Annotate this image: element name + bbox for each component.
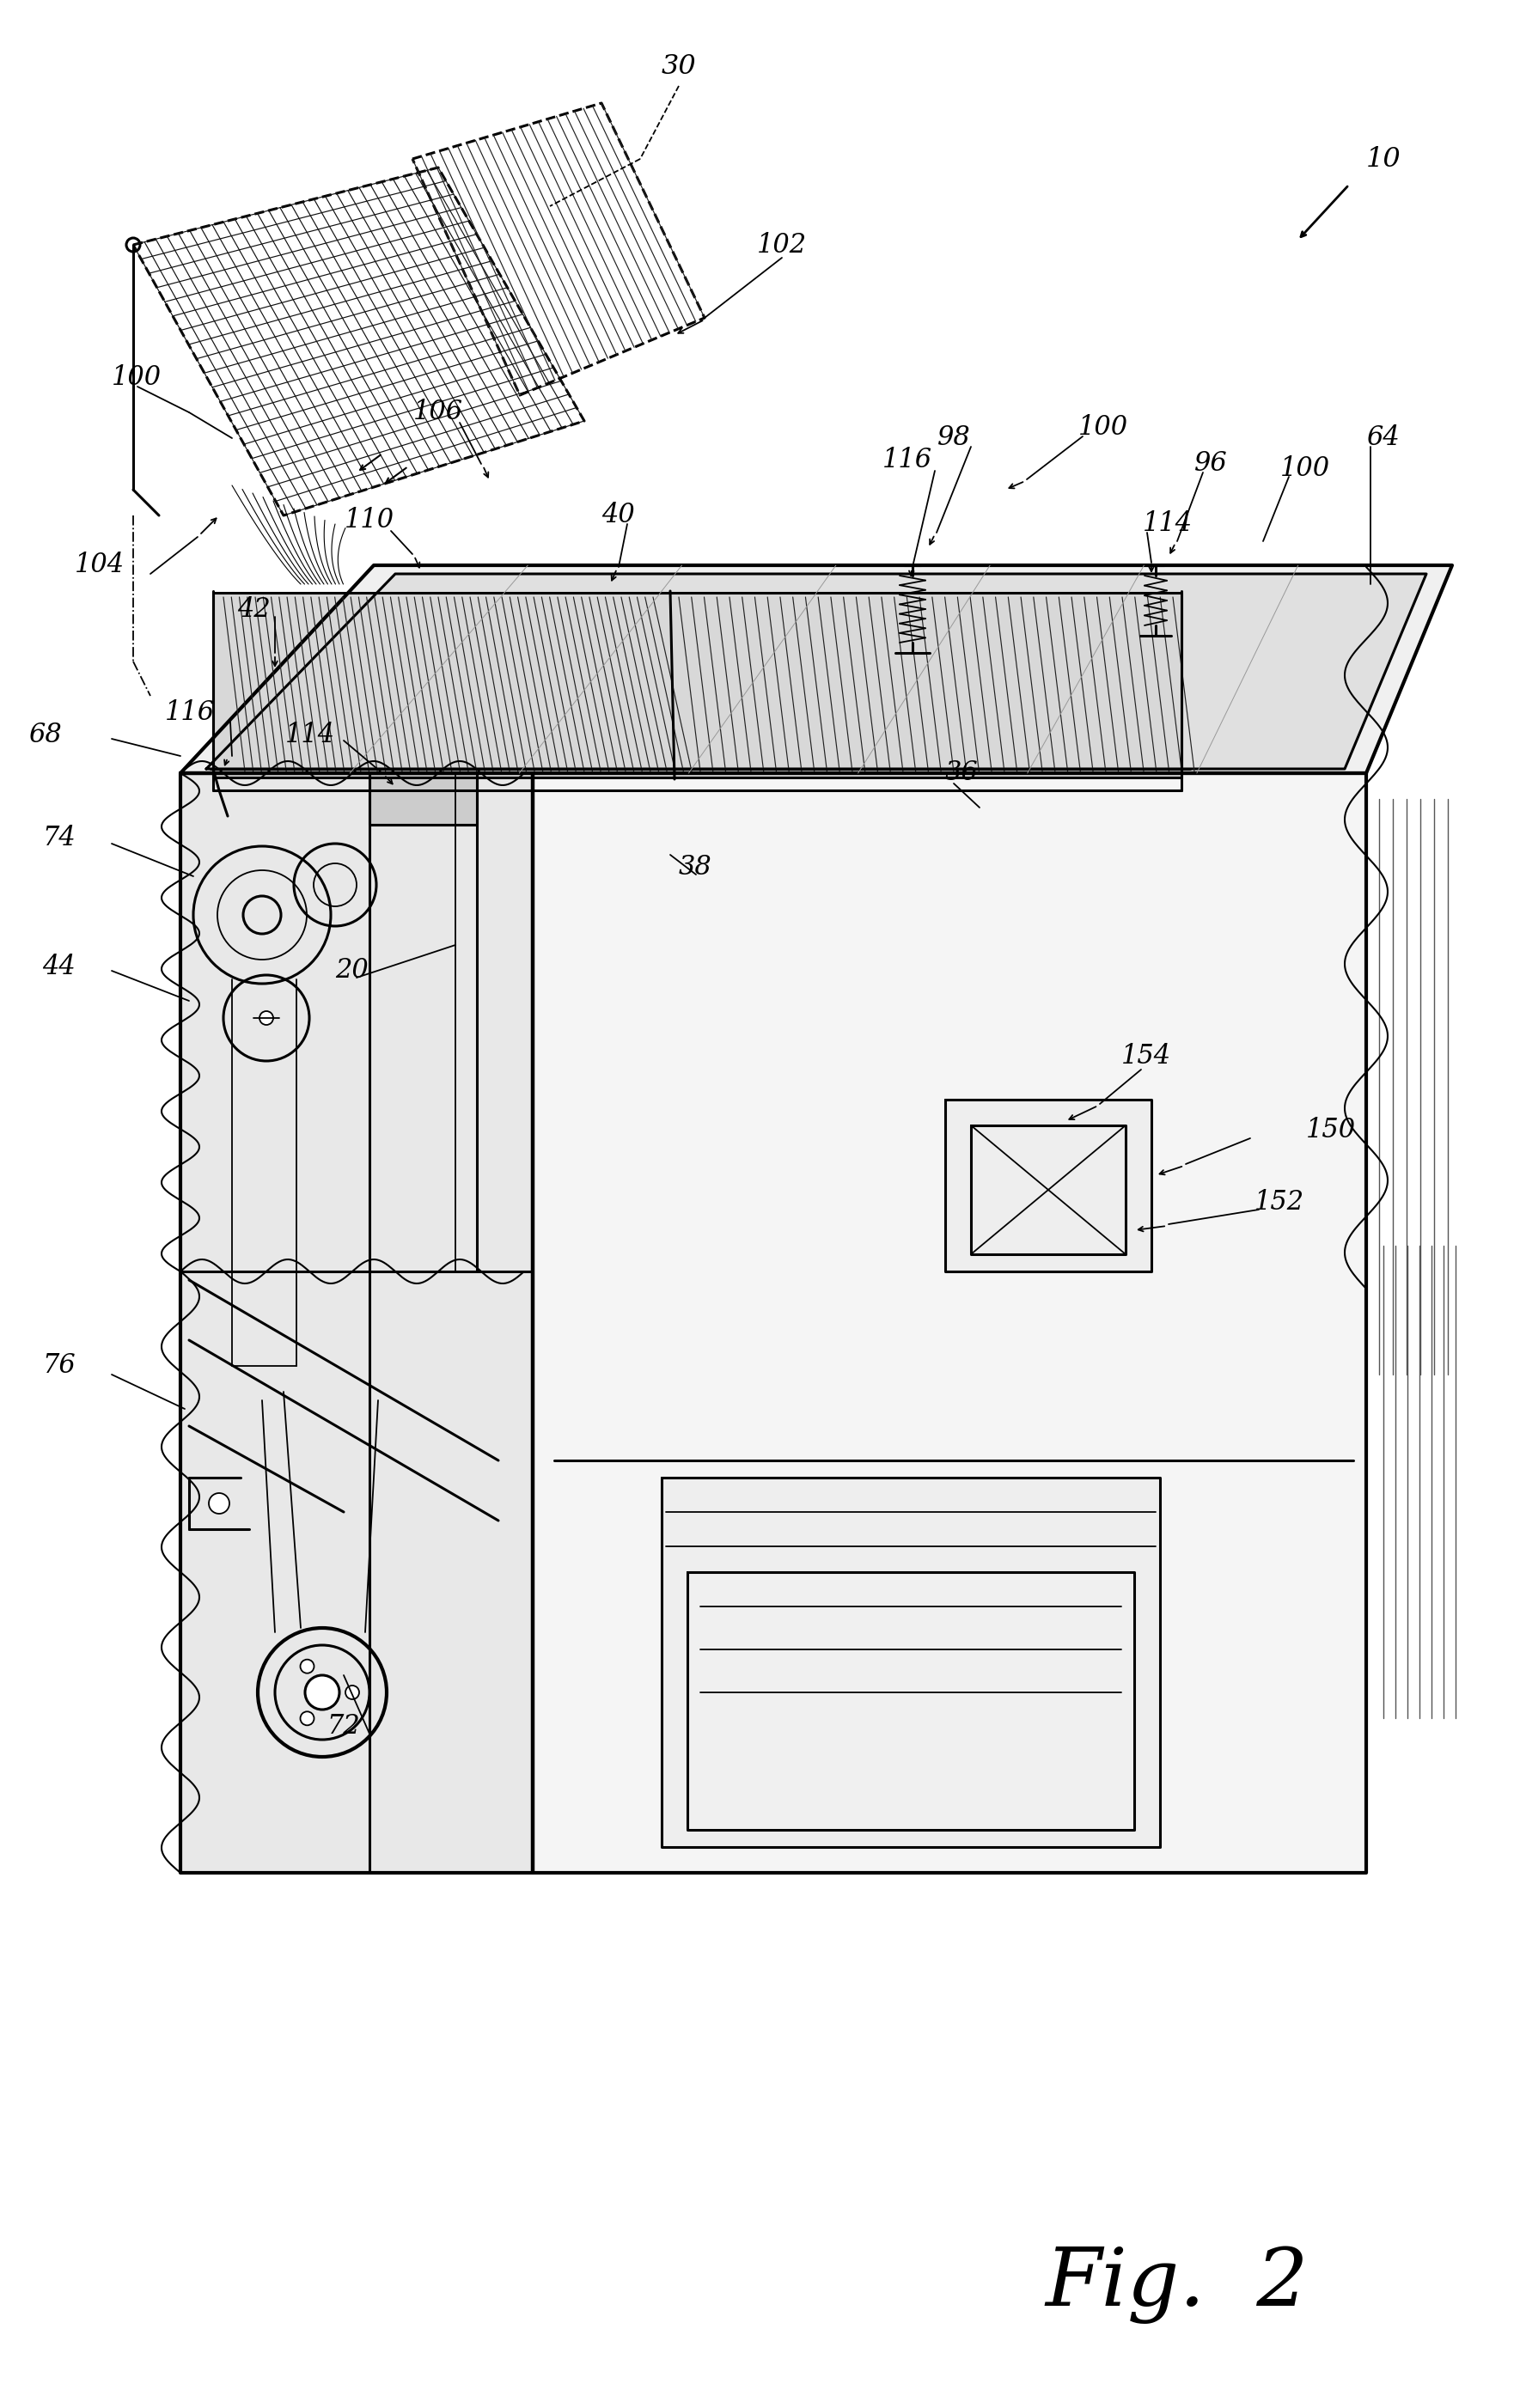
Text: 116: 116 bbox=[882, 445, 932, 472]
Text: 44: 44 bbox=[43, 954, 76, 980]
Text: 154: 154 bbox=[1122, 1043, 1172, 1069]
Text: 106: 106 bbox=[413, 400, 464, 426]
Text: 116: 116 bbox=[164, 701, 214, 727]
Text: 102: 102 bbox=[757, 231, 807, 258]
Text: 36: 36 bbox=[945, 761, 979, 787]
Polygon shape bbox=[207, 573, 1426, 768]
Text: 114: 114 bbox=[286, 722, 334, 749]
Text: Fig.  2: Fig. 2 bbox=[1046, 2247, 1309, 2324]
Circle shape bbox=[301, 1659, 315, 1674]
Text: 98: 98 bbox=[938, 424, 971, 450]
Polygon shape bbox=[181, 566, 1452, 773]
Text: 96: 96 bbox=[1195, 450, 1228, 477]
Circle shape bbox=[345, 1686, 359, 1700]
Circle shape bbox=[301, 1712, 315, 1724]
Text: 42: 42 bbox=[237, 597, 271, 624]
Text: 38: 38 bbox=[679, 855, 711, 881]
Text: 64: 64 bbox=[1366, 424, 1400, 450]
Polygon shape bbox=[945, 1100, 1151, 1271]
Text: 150: 150 bbox=[1306, 1117, 1356, 1144]
Polygon shape bbox=[532, 773, 1366, 1873]
Polygon shape bbox=[661, 1479, 1160, 1847]
Circle shape bbox=[208, 1493, 230, 1515]
Circle shape bbox=[126, 238, 140, 253]
Text: 20: 20 bbox=[334, 958, 368, 985]
Polygon shape bbox=[181, 773, 532, 1873]
Text: 68: 68 bbox=[29, 722, 62, 749]
Text: 152: 152 bbox=[1254, 1190, 1304, 1216]
Polygon shape bbox=[687, 1572, 1134, 1830]
Text: 40: 40 bbox=[602, 503, 635, 530]
Text: 110: 110 bbox=[345, 506, 395, 532]
Polygon shape bbox=[213, 592, 1181, 778]
Text: 74: 74 bbox=[43, 824, 76, 850]
Text: 100: 100 bbox=[1280, 455, 1330, 482]
Text: 76: 76 bbox=[43, 1353, 76, 1380]
Text: 10: 10 bbox=[1366, 144, 1401, 173]
Polygon shape bbox=[369, 773, 477, 824]
Text: 100: 100 bbox=[1078, 414, 1128, 441]
Text: 30: 30 bbox=[661, 53, 696, 79]
Text: 100: 100 bbox=[111, 364, 161, 393]
Text: 104: 104 bbox=[74, 551, 125, 578]
Circle shape bbox=[260, 1011, 274, 1026]
Text: 72: 72 bbox=[327, 1714, 360, 1741]
Text: 114: 114 bbox=[1143, 510, 1193, 537]
Circle shape bbox=[306, 1676, 339, 1710]
